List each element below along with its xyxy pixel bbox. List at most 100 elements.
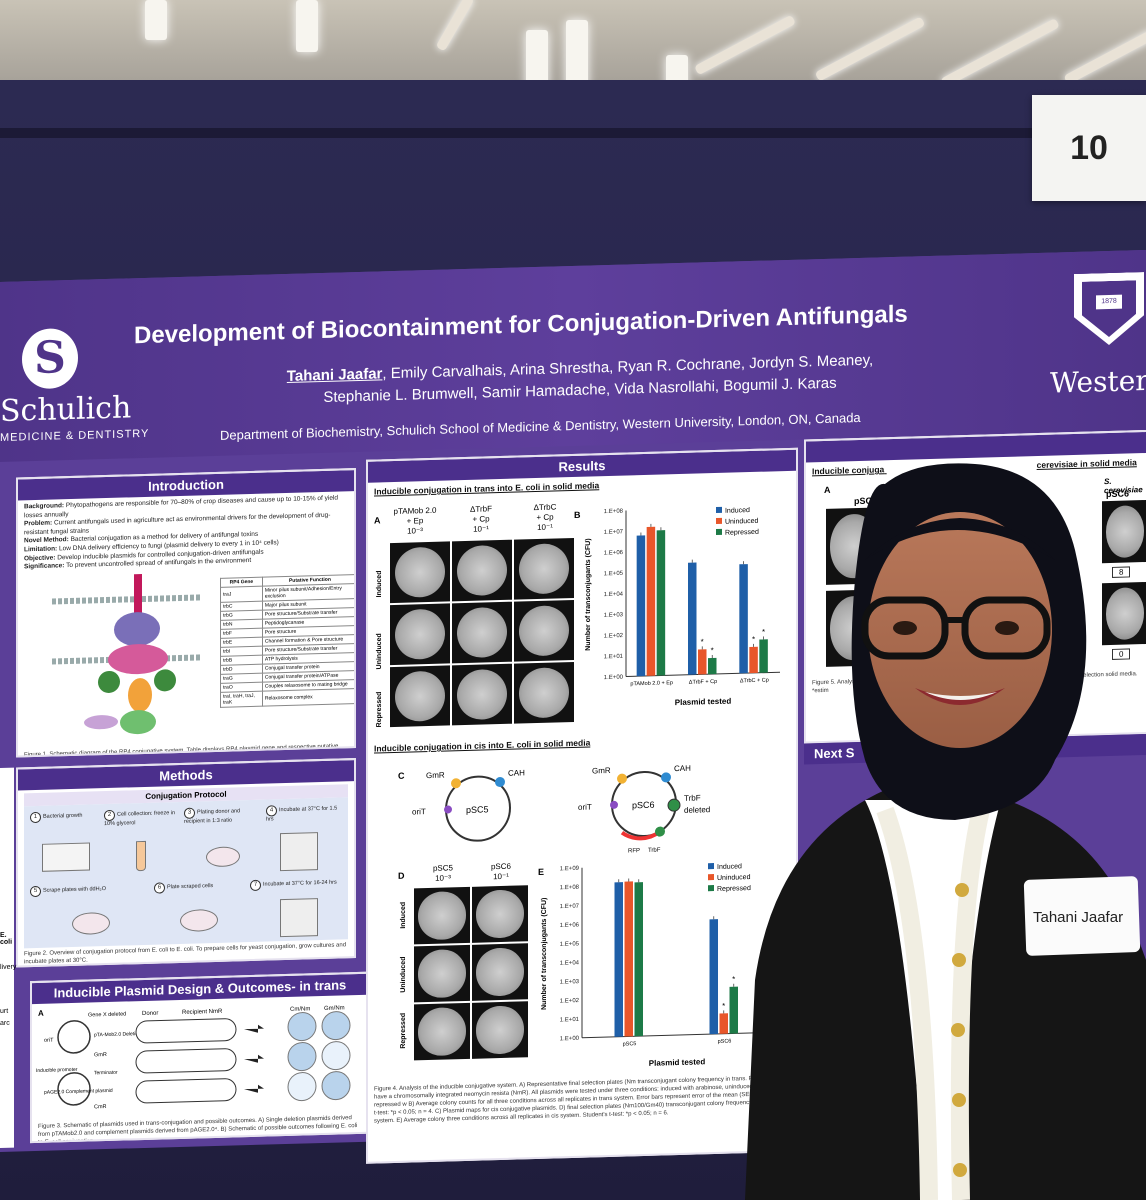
agar-plate (452, 601, 512, 664)
plate-icon (180, 908, 218, 932)
plate-row-label: Repressed (376, 691, 383, 728)
agar-plate (414, 886, 470, 945)
cah-gene-icon (495, 777, 505, 788)
ceiling-light (435, 0, 475, 52)
outcome-plate (321, 1011, 351, 1041)
y-axis-label: Number of transconjugants (CFU) (585, 538, 592, 651)
y-tick-label: 1.E+01 (560, 1017, 580, 1024)
rp4-gene-table: RP4 Gene Putative Function traJ Minor pilu… (220, 574, 356, 708)
legend-swatch (708, 885, 714, 892)
plasmid-design-panel: Inducible Plasmid Design & Outcomes- in … (30, 971, 370, 1144)
legend-swatch (708, 863, 714, 870)
label-orit: oriT (44, 1037, 54, 1043)
x-axis (582, 1031, 772, 1039)
y-tick-label: 1.E+03 (560, 979, 580, 986)
plate-row-label: Uninduced (400, 956, 407, 993)
cis-plate-grid (414, 885, 528, 1061)
bar-uninduced (719, 1013, 728, 1034)
introduction-text: Background: Phytopathogens are responsib… (18, 491, 354, 575)
outcome-plate (287, 1012, 317, 1042)
bar-induced (636, 535, 646, 677)
protocol-step: 6 Plate scraped cells (154, 880, 234, 894)
table-row: traI, traH, traJ, traK Relaxosome complex (220, 688, 356, 708)
x-tick-label: ΔTrbF + Cp (689, 679, 717, 686)
trbf-label: TrbF (648, 848, 661, 854)
bar-induced (709, 919, 718, 1035)
schulich-logo-icon: S (22, 327, 78, 390)
protocol-step: 3 Plating donor and recipient in 1:3 rati… (184, 807, 241, 825)
y-tick-label: 1.E+02 (604, 633, 624, 640)
results-panel: Results Inducible conjugation in trans i… (366, 447, 798, 1164)
presenter-name: Tahani Jaafar (286, 365, 383, 385)
poster-board-rim (0, 128, 1146, 138)
plate-column-label: ΔTrbC + Cp 10⁻¹ (533, 502, 557, 532)
label-terminator: Terminator (94, 1070, 118, 1077)
presenter-photo: Tahani Jaafar (745, 463, 1146, 1200)
agar-plate (472, 1001, 528, 1059)
agar-plate (414, 944, 470, 1003)
gold-button-icon (951, 1023, 965, 1037)
arrow-icon (244, 1084, 264, 1093)
bar-repressed (656, 530, 666, 676)
label-problem: Problem: (24, 519, 53, 528)
teeth (925, 692, 997, 700)
ceiling-light (1063, 29, 1146, 85)
introduction-panel: Introduction Background: Phytopathogens … (16, 468, 356, 758)
panel-letter: C (398, 770, 405, 781)
gmr-label: GmR (426, 771, 445, 781)
trans-plate-grid (390, 537, 574, 728)
western-logo-text: Western (1050, 363, 1146, 400)
tube-icon (136, 840, 146, 872)
gold-button-icon (953, 1163, 967, 1177)
label-cm-nm: Cm/Nm (290, 1006, 310, 1013)
legend-label: Induced (725, 507, 750, 515)
significance-star: * (722, 1001, 725, 1010)
x-axis-label: Plasmid tested (675, 697, 732, 708)
rp4-system-diagram: RP4 Gene Putative Function traJ Minor pilu… (24, 568, 356, 747)
protocol-step: 2 Cell collection: freeze in 10% glycerol (104, 809, 176, 828)
research-poster: S Schulich MEDICINE & DENTISTRY Developm… (0, 249, 1146, 1164)
legend-swatch (708, 874, 714, 881)
plate-icon (206, 846, 240, 868)
protocol-step: 5 Scrape plates with ddH₂O (30, 884, 120, 898)
y-tick-label: 1.E+02 (560, 998, 580, 1005)
ceiling-light (694, 14, 796, 76)
plasmid-maps-diagram: pSC5 GmR CAH oriT pSC6 GmR CAH oriT TrbF… (412, 764, 710, 855)
complex-shape (114, 611, 160, 647)
label-background: Background: (24, 502, 65, 511)
poster-title: Development of Biocontainment for Conjug… (134, 300, 908, 350)
psc5-label: pSC5 (466, 804, 489, 815)
plate-row-label: Repressed (400, 1012, 407, 1049)
y-tick-label: 1.E+07 (560, 904, 580, 911)
plasmid-design-diagram: A Gene X deleted oriT pTA-Mob2.0 Deletio… (36, 1005, 351, 1110)
protocol-step: 7 Incubate at 37°C for 16-24 hrs (250, 878, 340, 892)
label-A: A (38, 1009, 44, 1018)
outcome-plate (321, 1041, 351, 1071)
orit-label: oriT (578, 802, 592, 811)
shaker-icon (42, 842, 90, 872)
complex-shape (154, 668, 176, 692)
arrow-icon (244, 1024, 264, 1033)
label-gmr: GmR (94, 1052, 107, 1058)
ceiling-light (145, 0, 167, 40)
bar-repressed (634, 882, 643, 1037)
incubator-icon (280, 832, 318, 872)
deletion-plasmid-icon (57, 1020, 91, 1054)
x-tick-label: pTAMob 2.0 + Ep (630, 680, 673, 687)
agar-plate (452, 539, 512, 602)
table-cell: Relaxosome complex (262, 688, 356, 706)
name-tag (1023, 876, 1141, 956)
left-eye (893, 621, 917, 635)
gmr-gene-icon (451, 778, 461, 789)
x-tick-label: pSC6 (718, 1039, 732, 1045)
outcome-plate (287, 1072, 317, 1102)
agar-plate (414, 1002, 470, 1061)
orit-icon (610, 800, 618, 809)
plate-row-label: Induced (400, 901, 407, 929)
agar-plate (514, 661, 574, 724)
plate-column-label: pSC6 10⁻¹ (490, 861, 511, 882)
significance-star: * (732, 975, 735, 984)
complex-shape (120, 709, 156, 735)
incubator-icon (280, 898, 318, 938)
legend-label: Uninduced (717, 874, 751, 882)
